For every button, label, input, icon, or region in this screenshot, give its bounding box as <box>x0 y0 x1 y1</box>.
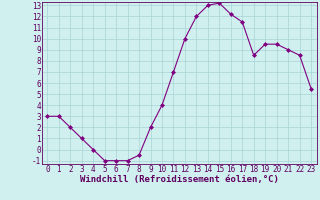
X-axis label: Windchill (Refroidissement éolien,°C): Windchill (Refroidissement éolien,°C) <box>80 175 279 184</box>
